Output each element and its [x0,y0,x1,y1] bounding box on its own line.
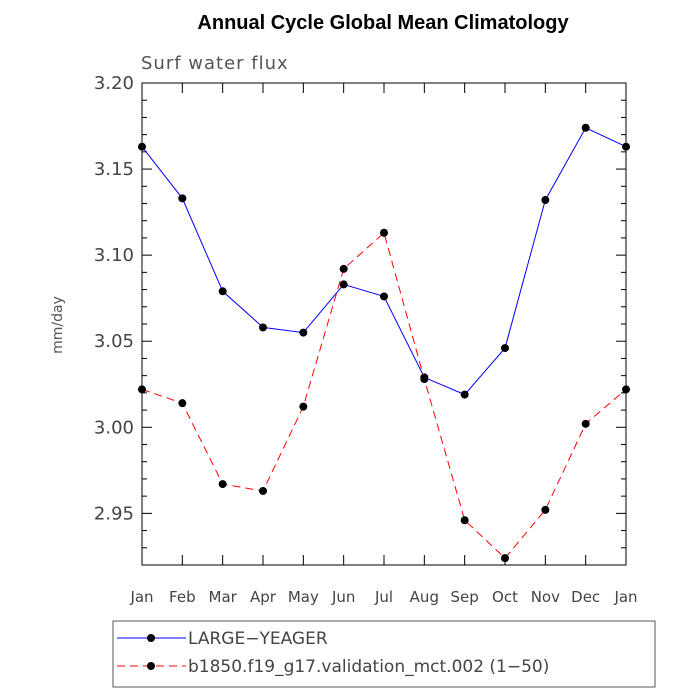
y-tick-label: 2.95 [94,503,134,524]
legend-marker-b1850 [147,662,155,670]
x-tick-label: Mar [209,588,238,606]
data-point [218,287,227,296]
y-tick-label: 3.00 [94,417,134,438]
legend: LARGE−YEAGER b1850.f19_g17.validation_mc… [112,620,656,688]
data-point [218,480,227,489]
data-point [501,344,509,353]
x-tick-label: Sep [451,588,479,606]
data-point [138,142,146,151]
series-0 [138,123,630,399]
data-point [460,516,469,525]
series-line-1 [141,231,627,559]
series-line-0 [141,127,627,396]
data-point [138,385,146,394]
data-point [581,123,590,132]
legend-box [112,620,656,688]
data-point [380,228,388,237]
data-point [420,375,429,384]
data-point [339,280,348,289]
x-tick-label: Oct [492,588,518,606]
x-tick-label: Jan [613,588,637,606]
x-tick-label: May [288,588,319,606]
x-tick-label: Jun [331,588,355,606]
data-point [178,194,187,203]
legend-label-b1850: b1850.f19_g17.validation_mct.002 (1−50) [188,657,549,677]
data-point [259,486,267,495]
data-point [622,142,630,151]
x-tick-label: Nov [531,588,560,606]
x-tick-label: Jan [129,588,153,606]
x-tick-label: Aug [410,588,439,606]
x-tick-label: Apr [250,588,277,606]
data-point [299,328,308,337]
data-point [581,419,590,428]
legend-marker-large-yeager [147,634,155,642]
y-tick-label: 3.10 [94,245,134,266]
data-point [380,292,388,301]
data-point [501,554,509,563]
y-tick-label: 3.15 [94,159,134,180]
data-point [178,399,187,408]
plot-frame [141,82,627,566]
y-axis-label: mm/day [50,296,66,354]
x-tick-label: Dec [571,588,600,606]
x-tick-label: Jul [374,588,393,606]
data-point [541,505,550,514]
x-tick-label: Feb [169,588,196,606]
y-tick-label: 3.20 [94,73,134,94]
data-point [339,264,348,273]
data-point [622,385,630,394]
chart-subtitle: Surf water flux [141,53,289,74]
legend-label-large-yeager: LARGE−YEAGER [188,629,328,649]
x-tick-labels: Jan Feb Mar Apr May Jun Jul Aug Sep Oct Nov Dec Jan [129,588,637,606]
chart-title: Annual Cycle Global Mean Climatology [197,12,569,34]
data-point [541,196,550,205]
y-tick-labels: 3.20 3.15 3.10 3.05 3.00 2.95 [94,73,134,524]
series-1 [138,228,630,563]
data-point [460,390,469,399]
series-layer [138,123,630,563]
data-point [259,323,267,332]
y-tick-label: 3.05 [94,331,134,352]
data-point [299,402,308,411]
